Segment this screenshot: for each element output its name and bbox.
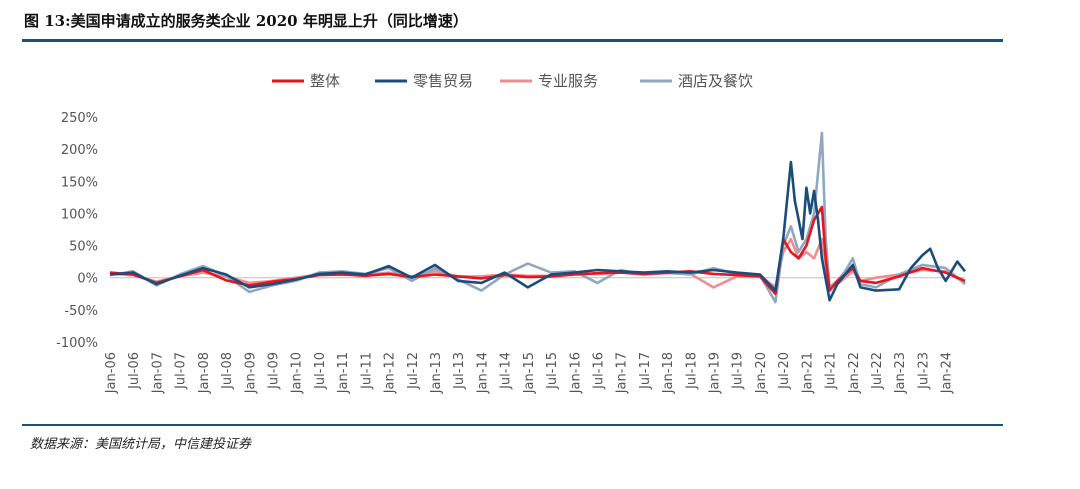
x-tick-label: Jan-08	[197, 352, 212, 394]
x-axis: Jan-06 Jul-06 Jan-07 Jul-07 Jan-08 Jul-08 Jan-…	[104, 277, 965, 394]
x-tick-label: Jul-14	[499, 352, 514, 390]
x-tick-label: Jul-15	[545, 352, 560, 390]
x-tick-label: Jan-15	[522, 352, 537, 394]
x-tick-label: Jan-23	[893, 352, 908, 394]
x-tick-label: Jul-13	[452, 352, 467, 390]
y-tick-label: 150%	[61, 175, 98, 190]
x-tick-label: Jul-18	[684, 352, 699, 390]
figure-title: 图 13:美国申请成立的服务类企业 2020 年明显上升（同比增速）	[24, 12, 468, 30]
top-rule	[22, 39, 1003, 42]
legend-label: 酒店及餐饮	[678, 72, 753, 90]
legend-label: 零售贸易	[413, 72, 473, 90]
x-tick-label: Jan-24	[940, 352, 955, 394]
y-axis: 250% 200% 150% 100% 50% 0% -50% -100%	[56, 111, 98, 351]
x-tick-label: Jul-16	[591, 352, 606, 390]
chart-legend: 整体 零售贸易 专业服务 酒店及餐饮	[272, 72, 753, 90]
x-tick-label: Jan-13	[429, 352, 444, 394]
legend-label: 专业服务	[538, 72, 598, 90]
x-tick-label: Jan-06	[104, 352, 119, 394]
plot-area	[109, 131, 967, 304]
x-tick-label: Jan-14	[475, 352, 490, 394]
y-tick-label: 50%	[69, 240, 98, 255]
x-tick-label: Jul-22	[870, 352, 885, 390]
y-tick-label: -100%	[56, 336, 98, 351]
x-tick-label: Jul-17	[638, 352, 653, 390]
x-tick-label: Jan-11	[336, 352, 351, 394]
y-tick-label: 250%	[61, 111, 98, 126]
x-tick-label: Jan-07	[150, 352, 165, 394]
y-tick-label: 200%	[61, 143, 98, 158]
legend-label: 整体	[310, 72, 340, 90]
x-tick-label: Jul-21	[824, 352, 839, 390]
x-tick-label: Jan-18	[661, 352, 676, 394]
x-tick-label: Jan-21	[800, 352, 815, 394]
series-line	[109, 160, 967, 302]
x-tick-label: Jul-09	[266, 352, 281, 390]
x-tick-label: Jul-06	[127, 352, 142, 390]
source-note: 数据来源：美国统计局，中信建投证券	[30, 437, 252, 452]
y-tick-label: 0%	[77, 272, 98, 287]
x-tick-label: Jan-19	[708, 352, 723, 394]
x-tick-label: Jan-22	[847, 352, 862, 394]
x-tick-label: Jul-23	[916, 352, 931, 390]
x-tick-label: Jan-09	[243, 352, 258, 394]
x-tick-label: Jul-12	[406, 352, 421, 390]
y-tick-label: -50%	[64, 304, 98, 319]
y-tick-label: 100%	[61, 207, 98, 222]
x-tick-label: Jan-12	[383, 352, 398, 394]
x-tick-label: Jan-10	[290, 352, 305, 394]
x-tick-label: Jul-10	[313, 352, 328, 390]
x-tick-label: Jan-20	[754, 352, 769, 394]
x-tick-label: Jan-16	[568, 352, 583, 394]
x-tick-label: Jan-17	[615, 352, 630, 394]
x-tick-label: Jul-20	[777, 352, 792, 390]
x-tick-label: Jul-08	[220, 352, 235, 390]
bottom-rule	[22, 424, 1003, 426]
x-tick-label: Jul-19	[731, 352, 746, 390]
x-tick-label: Jul-07	[174, 352, 189, 390]
x-tick-label: Jul-11	[359, 352, 374, 390]
